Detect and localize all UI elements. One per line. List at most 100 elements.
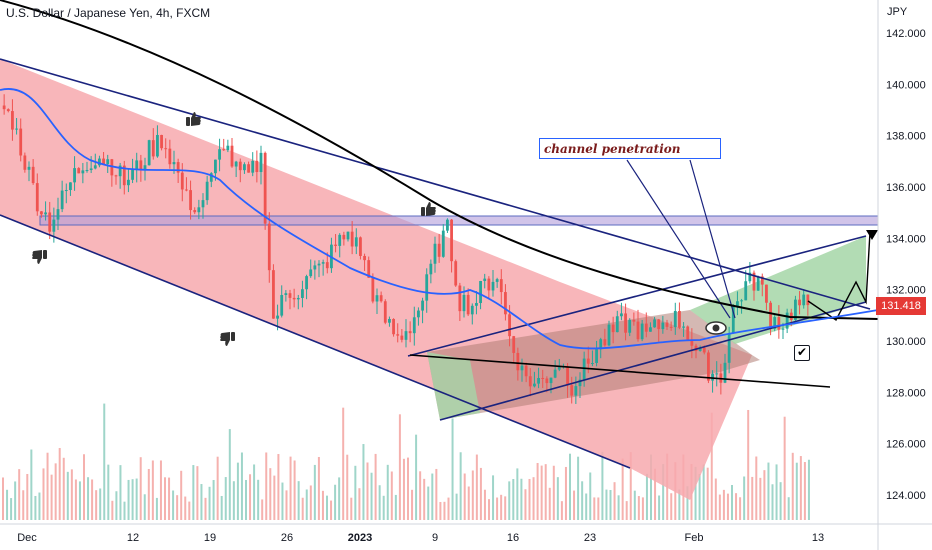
volume-bar (455, 493, 458, 520)
candle-body (541, 377, 545, 379)
candle-body (11, 111, 14, 130)
volume-bar (14, 481, 17, 520)
time-tick-label: Feb (685, 532, 704, 544)
volume-bar (597, 497, 600, 520)
volume-bar (471, 470, 474, 520)
volume-bar (637, 496, 640, 520)
candle-body (139, 160, 143, 170)
volume-bar (180, 470, 183, 520)
annotation-label[interactable]: channel penetration (539, 138, 721, 159)
volume-bar (135, 478, 138, 520)
volume-bar (111, 500, 114, 520)
candle-body (466, 294, 470, 315)
candle-body (98, 158, 101, 166)
candle-body (172, 162, 176, 165)
volume-bar (350, 497, 353, 520)
volume-bar (220, 495, 223, 520)
candle-body (698, 347, 702, 351)
volume-bar (208, 486, 211, 520)
candle-body (392, 318, 395, 335)
candle-body (185, 189, 188, 191)
volume-bar (726, 493, 729, 520)
volume-bar (658, 495, 661, 520)
volume-bar (155, 497, 158, 520)
volume-bar (265, 452, 268, 520)
candle-body (2, 105, 6, 110)
volume-bar (253, 464, 256, 520)
candle-body (375, 295, 379, 302)
horizontal-band (39, 215, 879, 226)
volume-bar (164, 477, 166, 520)
candle-body (168, 148, 172, 165)
candle-body (321, 262, 325, 264)
volume-bar (34, 495, 37, 520)
thumbs-down-icon (32, 250, 47, 264)
volume-bar (22, 490, 25, 520)
volume-bar (87, 477, 90, 520)
candle-body (707, 352, 710, 381)
candle-body (342, 234, 346, 240)
volume-bar (662, 464, 665, 520)
candle-body (388, 318, 391, 323)
candle-body (702, 347, 706, 353)
candle-body (247, 164, 250, 173)
candle-body (520, 365, 524, 371)
volume-bar (702, 464, 705, 520)
candle-body (259, 152, 263, 173)
candle-body (379, 295, 383, 302)
candle-body (794, 299, 797, 320)
volume-bar (143, 494, 146, 520)
volume-bar (629, 452, 632, 520)
candle-body (160, 134, 163, 149)
volume-bar (313, 464, 316, 520)
volume-bar (593, 497, 596, 520)
time-axis[interactable]: Dec 12 19 26 2023 9 16 23 Feb 13 (17, 532, 824, 544)
candle-body (657, 319, 661, 330)
candle-body (417, 310, 420, 318)
price-axis[interactable]: 142.000 140.000 138.000 136.000 134.000 132.0… (886, 28, 926, 502)
volume-bar (686, 486, 689, 520)
volume-bar (807, 459, 810, 520)
volume-bar (127, 479, 130, 520)
volume-bar (759, 477, 762, 520)
volume-bar (722, 489, 725, 520)
volume-bar (269, 468, 272, 520)
volume-bar (18, 469, 21, 520)
candle-body (458, 285, 462, 312)
candle-body (673, 310, 677, 328)
candle-body (127, 179, 130, 186)
volume-bar (30, 449, 33, 520)
candle-body (400, 335, 404, 340)
volume-bar (240, 452, 243, 520)
volume-bar (346, 454, 349, 520)
volume-bar (196, 466, 199, 520)
volume-bar (747, 409, 750, 520)
candle-body (441, 230, 445, 257)
volume-bar (492, 475, 495, 520)
candle-body (305, 276, 308, 290)
volume-bar (633, 490, 636, 520)
eye-icon (705, 321, 727, 335)
candle-body (15, 128, 18, 130)
volume-bar (540, 465, 543, 520)
candle-body (640, 323, 644, 340)
inner-channel-upper-line (407, 235, 867, 357)
volume-bar (459, 452, 462, 520)
volume-bar (415, 434, 418, 520)
candle-body (504, 292, 507, 315)
volume-bar (289, 456, 292, 520)
candle-body (176, 162, 180, 173)
volume-bar (775, 464, 778, 520)
candle-body (412, 317, 416, 334)
volume-bar (621, 458, 624, 520)
volume-bar (751, 476, 754, 520)
candle-body (437, 243, 441, 257)
candle-body (545, 378, 549, 384)
candle-body (682, 326, 685, 328)
volume-bar (398, 414, 401, 520)
volume-bar (326, 495, 328, 520)
candle-body (226, 145, 230, 151)
price-tick-label: 128.000 (886, 387, 926, 399)
